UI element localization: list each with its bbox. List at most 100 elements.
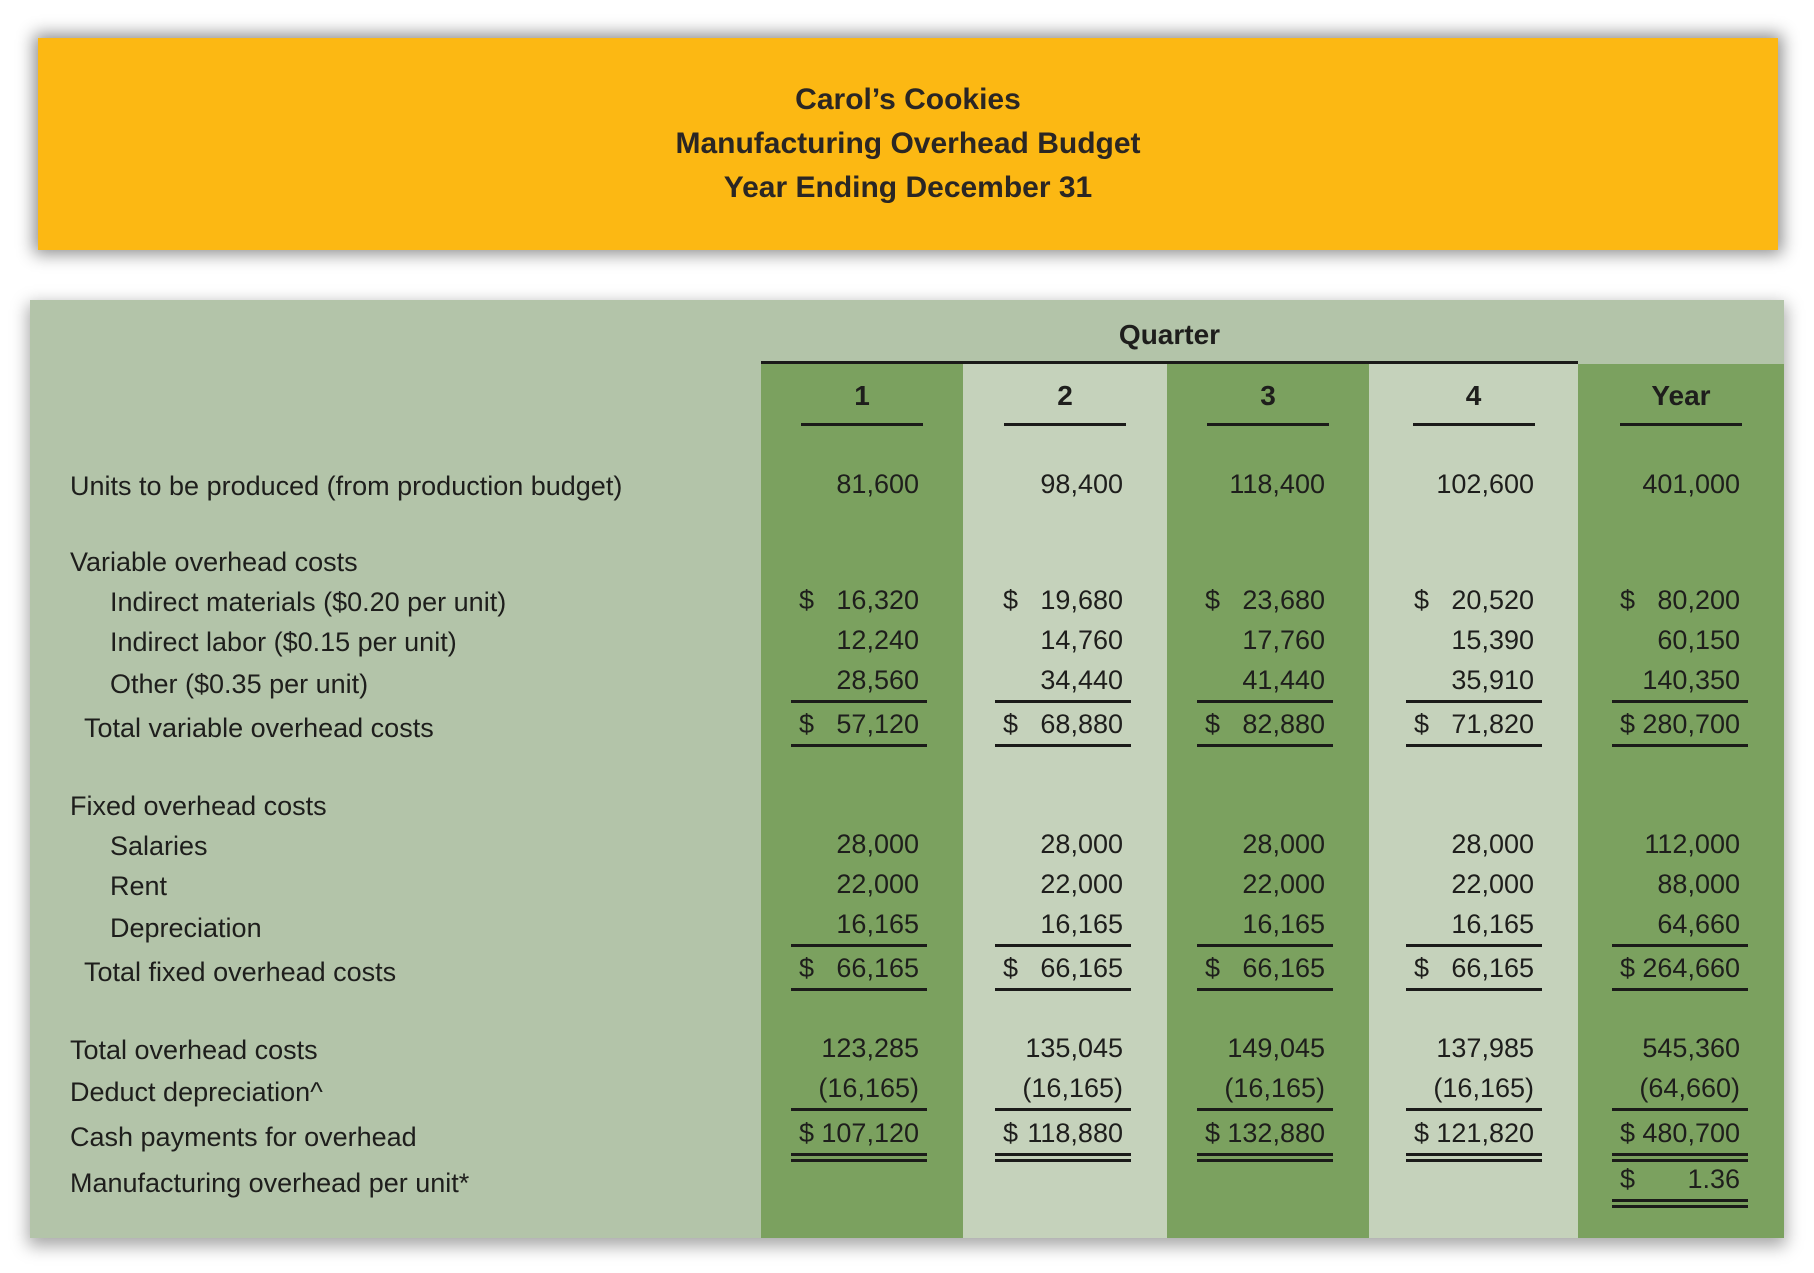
row-label: Total overhead costs (70, 1034, 318, 1065)
row-label: Indirect labor ($0.15 per unit) (110, 626, 457, 657)
value: 88,000 (1657, 868, 1740, 899)
cell-cash-payments-q1: $107,120 (761, 1114, 963, 1162)
amount: $80,200 (1612, 585, 1748, 620)
amount: (16,165) (1406, 1073, 1542, 1111)
row-label: Rent (110, 870, 168, 901)
cell-deduct-depreciation-year: (64,660) (1578, 1070, 1784, 1114)
amount: $66,165 (995, 953, 1131, 991)
amount: 401,000 (1612, 469, 1748, 504)
amount: 15,390 (1406, 625, 1542, 660)
cell-total-variable-q3: $82,880 (1167, 706, 1369, 750)
amount: 88,000 (1612, 869, 1748, 904)
column-header-label: 1 (854, 380, 870, 411)
amount: $16,320 (791, 585, 927, 620)
cell-indirect-materials-q1: $16,320 (761, 582, 963, 622)
amount: 64,660 (1612, 909, 1748, 947)
cell-deduct-depreciation-q3: (16,165) (1167, 1070, 1369, 1114)
cell-total-fixed-q4: $66,165 (1369, 950, 1578, 994)
cell-other-year: 140,350 (1578, 662, 1784, 706)
cell-units-q4: 102,600 (1369, 466, 1578, 506)
value: 60,150 (1657, 624, 1740, 655)
column-header-label: 2 (1057, 380, 1073, 411)
row-label: Units to be produced (from production bu… (70, 470, 623, 501)
cell-cash-payments-q2: $118,880 (963, 1114, 1167, 1162)
value: 22,000 (1040, 868, 1123, 899)
cell-units-q3: 118,400 (1167, 466, 1369, 506)
row-total-fixed: Total fixed overhead costs $66,165 $66,16… (30, 950, 1784, 994)
amount: 34,440 (995, 665, 1131, 703)
amount: $57,120 (791, 709, 927, 747)
amount: $132,880 (1197, 1118, 1333, 1162)
row-label: Variable overhead costs (70, 546, 358, 577)
row-depreciation: Depreciation 16,165 16,165 16,165 16,165 64,… (30, 906, 1784, 950)
value: 17,760 (1242, 624, 1325, 655)
amount: 22,000 (1197, 869, 1333, 904)
amount: 123,285 (791, 1033, 927, 1068)
row-spacer-2 (30, 750, 1784, 786)
cell-rent-q4: 22,000 (1369, 866, 1578, 906)
cell-depreciation-q2: 16,165 (963, 906, 1167, 950)
value: (64,660) (1639, 1073, 1740, 1103)
column-header-underline (801, 423, 923, 426)
column-header-underline (1412, 423, 1535, 426)
row-indirect-materials: Indirect materials ($0.20 per unit) $16,… (30, 582, 1784, 622)
value: 16,320 (836, 584, 919, 615)
amount: 14,760 (995, 625, 1131, 660)
cell-overhead-per-unit-year: $1.36 (1578, 1160, 1784, 1208)
value: 149,045 (1227, 1032, 1325, 1063)
cell-indirect-materials-year: $80,200 (1578, 582, 1784, 622)
value: 14,760 (1040, 624, 1123, 655)
row-spacer-1 (30, 506, 1784, 542)
value: 112,000 (1644, 828, 1740, 859)
row-deduct-depreciation: Deduct depreciation^ (16,165) (16,165) (16… (30, 1070, 1784, 1114)
dollar-sign: $ (1414, 709, 1430, 739)
cell-total-overhead-q2: 135,045 (963, 1030, 1167, 1070)
cell-depreciation-q3: 16,165 (1167, 906, 1369, 950)
value: 107,120 (821, 1118, 919, 1148)
cell-indirect-materials-q4: $20,520 (1369, 582, 1578, 622)
cell-depreciation-q4: 16,165 (1369, 906, 1578, 950)
column-header-q2: 2 (963, 364, 1167, 426)
cell-overhead-per-unit-q2 (963, 1160, 1167, 1206)
period-title: Year Ending December 31 (723, 171, 1093, 204)
value: 16,165 (1242, 909, 1325, 939)
amount: (16,165) (995, 1073, 1131, 1111)
value: 71,820 (1451, 709, 1534, 739)
amount: 16,165 (995, 909, 1131, 947)
value: 66,165 (1451, 953, 1534, 983)
value: 123,285 (821, 1032, 919, 1063)
amount: $66,165 (1406, 953, 1542, 991)
cell-indirect-materials-q3: $23,680 (1167, 582, 1369, 622)
dollar-sign: $ (799, 953, 815, 983)
cell-variable-section-q1 (761, 542, 963, 582)
cell-depreciation-year: 64,660 (1578, 906, 1784, 950)
amount: 28,000 (1197, 829, 1333, 864)
cell-indirect-labor-q4: 15,390 (1369, 622, 1578, 662)
amount: 35,910 (1406, 665, 1542, 703)
value: 80,200 (1657, 584, 1740, 615)
company-name: Carol’s Cookies (795, 83, 1021, 116)
value: 28,000 (1040, 828, 1123, 859)
amount: 98,400 (995, 469, 1131, 504)
cell-total-overhead-q3: 149,045 (1167, 1030, 1369, 1070)
dollar-sign: $ (1003, 1118, 1019, 1148)
amount: 22,000 (995, 869, 1131, 904)
value: 12,240 (836, 624, 919, 655)
cell-units-year: 401,000 (1578, 466, 1784, 506)
row-overhead-per-unit: Manufacturing overhead per unit* $1.36 (30, 1160, 1784, 1208)
value: 16,165 (1040, 909, 1123, 939)
value: 66,165 (836, 953, 919, 983)
cell-salaries-year: 112,000 (1578, 826, 1784, 866)
column-header-q1: 1 (761, 364, 963, 426)
dollar-sign: $ (1620, 709, 1636, 739)
row-label: Deduct depreciation^ (70, 1076, 323, 1107)
amount: $66,165 (1197, 953, 1333, 991)
cell-variable-section-q2 (963, 542, 1167, 582)
row-label: Total fixed overhead costs (84, 956, 397, 987)
cell-overhead-per-unit-q1 (761, 1160, 963, 1206)
value: 20,520 (1451, 584, 1534, 615)
value: 118,400 (1229, 468, 1325, 499)
cell-indirect-labor-q1: 12,240 (761, 622, 963, 662)
cell-rent-q1: 22,000 (761, 866, 963, 906)
cell-units-q2: 98,400 (963, 466, 1167, 506)
